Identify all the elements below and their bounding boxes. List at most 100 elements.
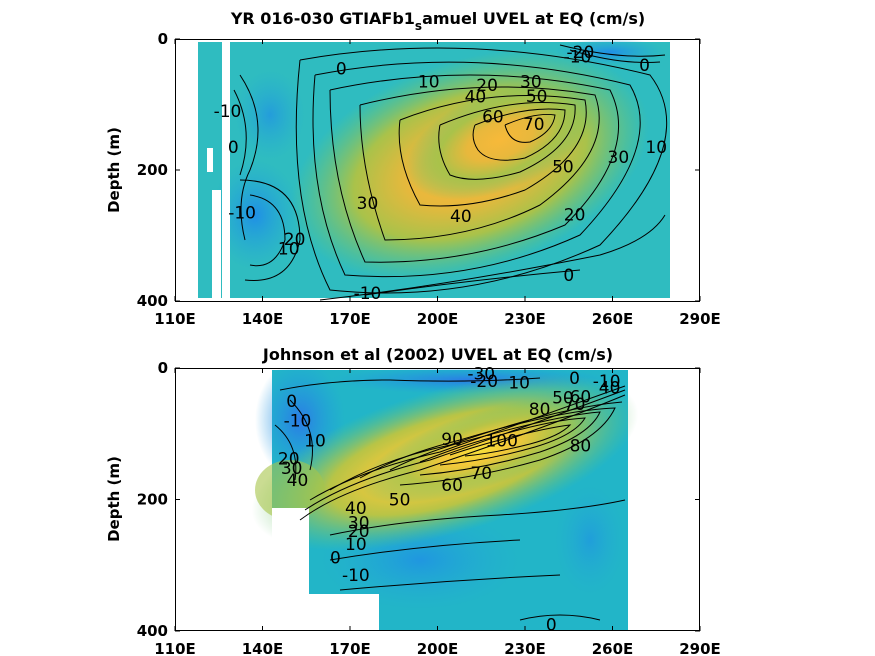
contour-label: 0 [228,138,239,158]
y-tick-label: 400 [137,622,168,640]
contour-label: 50 [552,158,574,178]
x-tick-label: 290E [679,310,721,328]
y-tick-label: 400 [137,292,168,310]
panel-2-y-label: Depth (m) [105,456,123,542]
x-tick-label: 170E [329,310,371,328]
contour-label: 0 [639,56,650,76]
contour-label: 60 [482,107,504,127]
x-tick-label: 110E [154,640,196,656]
panel-2: Johnson et al (2002) UVEL at EQ (cm/s) [105,345,721,656]
contour-label: 10 [418,73,440,93]
contour-label: 40 [287,471,309,491]
contour-label: 0 [330,548,341,568]
contour-label: -30 [467,364,495,384]
y-tick-label: 0 [158,30,168,48]
panel-2-missing-a [272,508,309,631]
panel-2-contour-lines [274,377,626,621]
panel-2-missing-b [309,594,379,631]
panel-1: YR 016-030 GTIAFb1samuel UVEL at EQ (cm/… [105,9,721,328]
contour-label: -20 [470,372,498,392]
panel-2-x-axis: 110E 140E 170E 200E 230E 260E 290E [154,368,721,656]
contour-label: 20 [564,206,586,226]
contour-label: 70 [523,115,545,135]
panel-1-undercurrent-max [405,80,595,200]
contour-label: 20 [348,522,370,542]
panel-1-gap-c [222,42,230,298]
panel-1-gap-a [207,148,213,172]
contour-label: 0 [546,615,557,635]
contour-label: 70 [470,464,492,484]
contour-label: 20 [278,450,300,470]
contour-label: 60 [570,387,592,407]
contour-label: 10 [345,535,367,555]
contour-label: 0 [336,59,347,79]
contour-label: 0 [286,392,297,412]
x-tick-label: 140E [242,310,284,328]
contour-label: -10 [354,284,382,304]
contour-label: 80 [529,400,551,420]
x-tick-label: 110E [154,310,196,328]
x-tick-label: 260E [592,310,634,328]
panel-2-west-warm-patch [255,460,325,520]
contour-label: 40 [450,207,472,227]
contour-label: 70 [564,395,586,415]
contour-label: 0 [569,369,580,389]
y-tick-label: 200 [137,161,168,179]
x-tick-label: 140E [242,640,284,656]
x-tick-label: 230E [504,640,546,656]
contour-label: -20 [567,43,595,63]
contour-label: 20 [476,76,498,96]
y-tick-label: 0 [158,359,168,377]
panel-1-westward-flow-deep [210,160,300,270]
x-tick-label: 200E [417,310,459,328]
panel-1-x-axis: 110E 140E 170E 200E 230E 260E 290E [154,39,721,328]
panel-1-gap-b [212,190,221,298]
contour-label: 30 [520,73,542,93]
contour-label: -10 [284,412,312,432]
contour-label: -10 [593,372,621,392]
panel-2-title: Johnson et al (2002) UVEL at EQ (cm/s) [262,345,613,364]
contour-label: 30 [281,459,303,479]
panel-1-east-edge [666,42,670,298]
contour-label: -10 [342,566,370,586]
contour-label: 100 [485,431,517,451]
x-tick-label: 200E [417,640,459,656]
contour-label: 80 [570,437,592,457]
x-tick-label: 260E [592,640,634,656]
contour-label: 10 [304,431,326,451]
contour-label: 20 [284,230,306,250]
contour-label: -10 [228,204,256,224]
x-tick-label: 170E [329,640,371,656]
contour-label: 40 [465,88,487,108]
contour-label: 30 [608,148,630,168]
contour-label: 50 [526,87,548,107]
contour-label: 30 [357,194,379,214]
panel-1-field [176,39,700,301]
contour-label: 10 [278,240,300,260]
contour-label: 90 [441,430,463,450]
panel-1-y-label: Depth (m) [105,127,123,213]
contour-label: 10 [508,373,530,393]
y-tick-label: 200 [137,491,168,509]
x-tick-label: 230E [504,310,546,328]
contour-label: -10 [564,48,592,68]
contour-label: 50 [389,491,411,511]
contour-label: 50 [552,389,574,409]
contour-label: -10 [214,102,242,122]
contour-label: 40 [345,499,367,519]
panel-2-westward-flow-east [555,485,625,595]
panel-2-field [251,368,639,631]
contour-label: 60 [441,476,463,496]
x-tick-label: 290E [679,640,721,656]
contour-label: 30 [348,514,370,534]
contour-label: 0 [563,266,574,286]
contour-label: 10 [645,138,667,158]
panel-1-contour-lines [233,44,668,301]
panel-1-west-blank [176,42,198,298]
panel-1-westward-flow-upper [235,70,305,160]
